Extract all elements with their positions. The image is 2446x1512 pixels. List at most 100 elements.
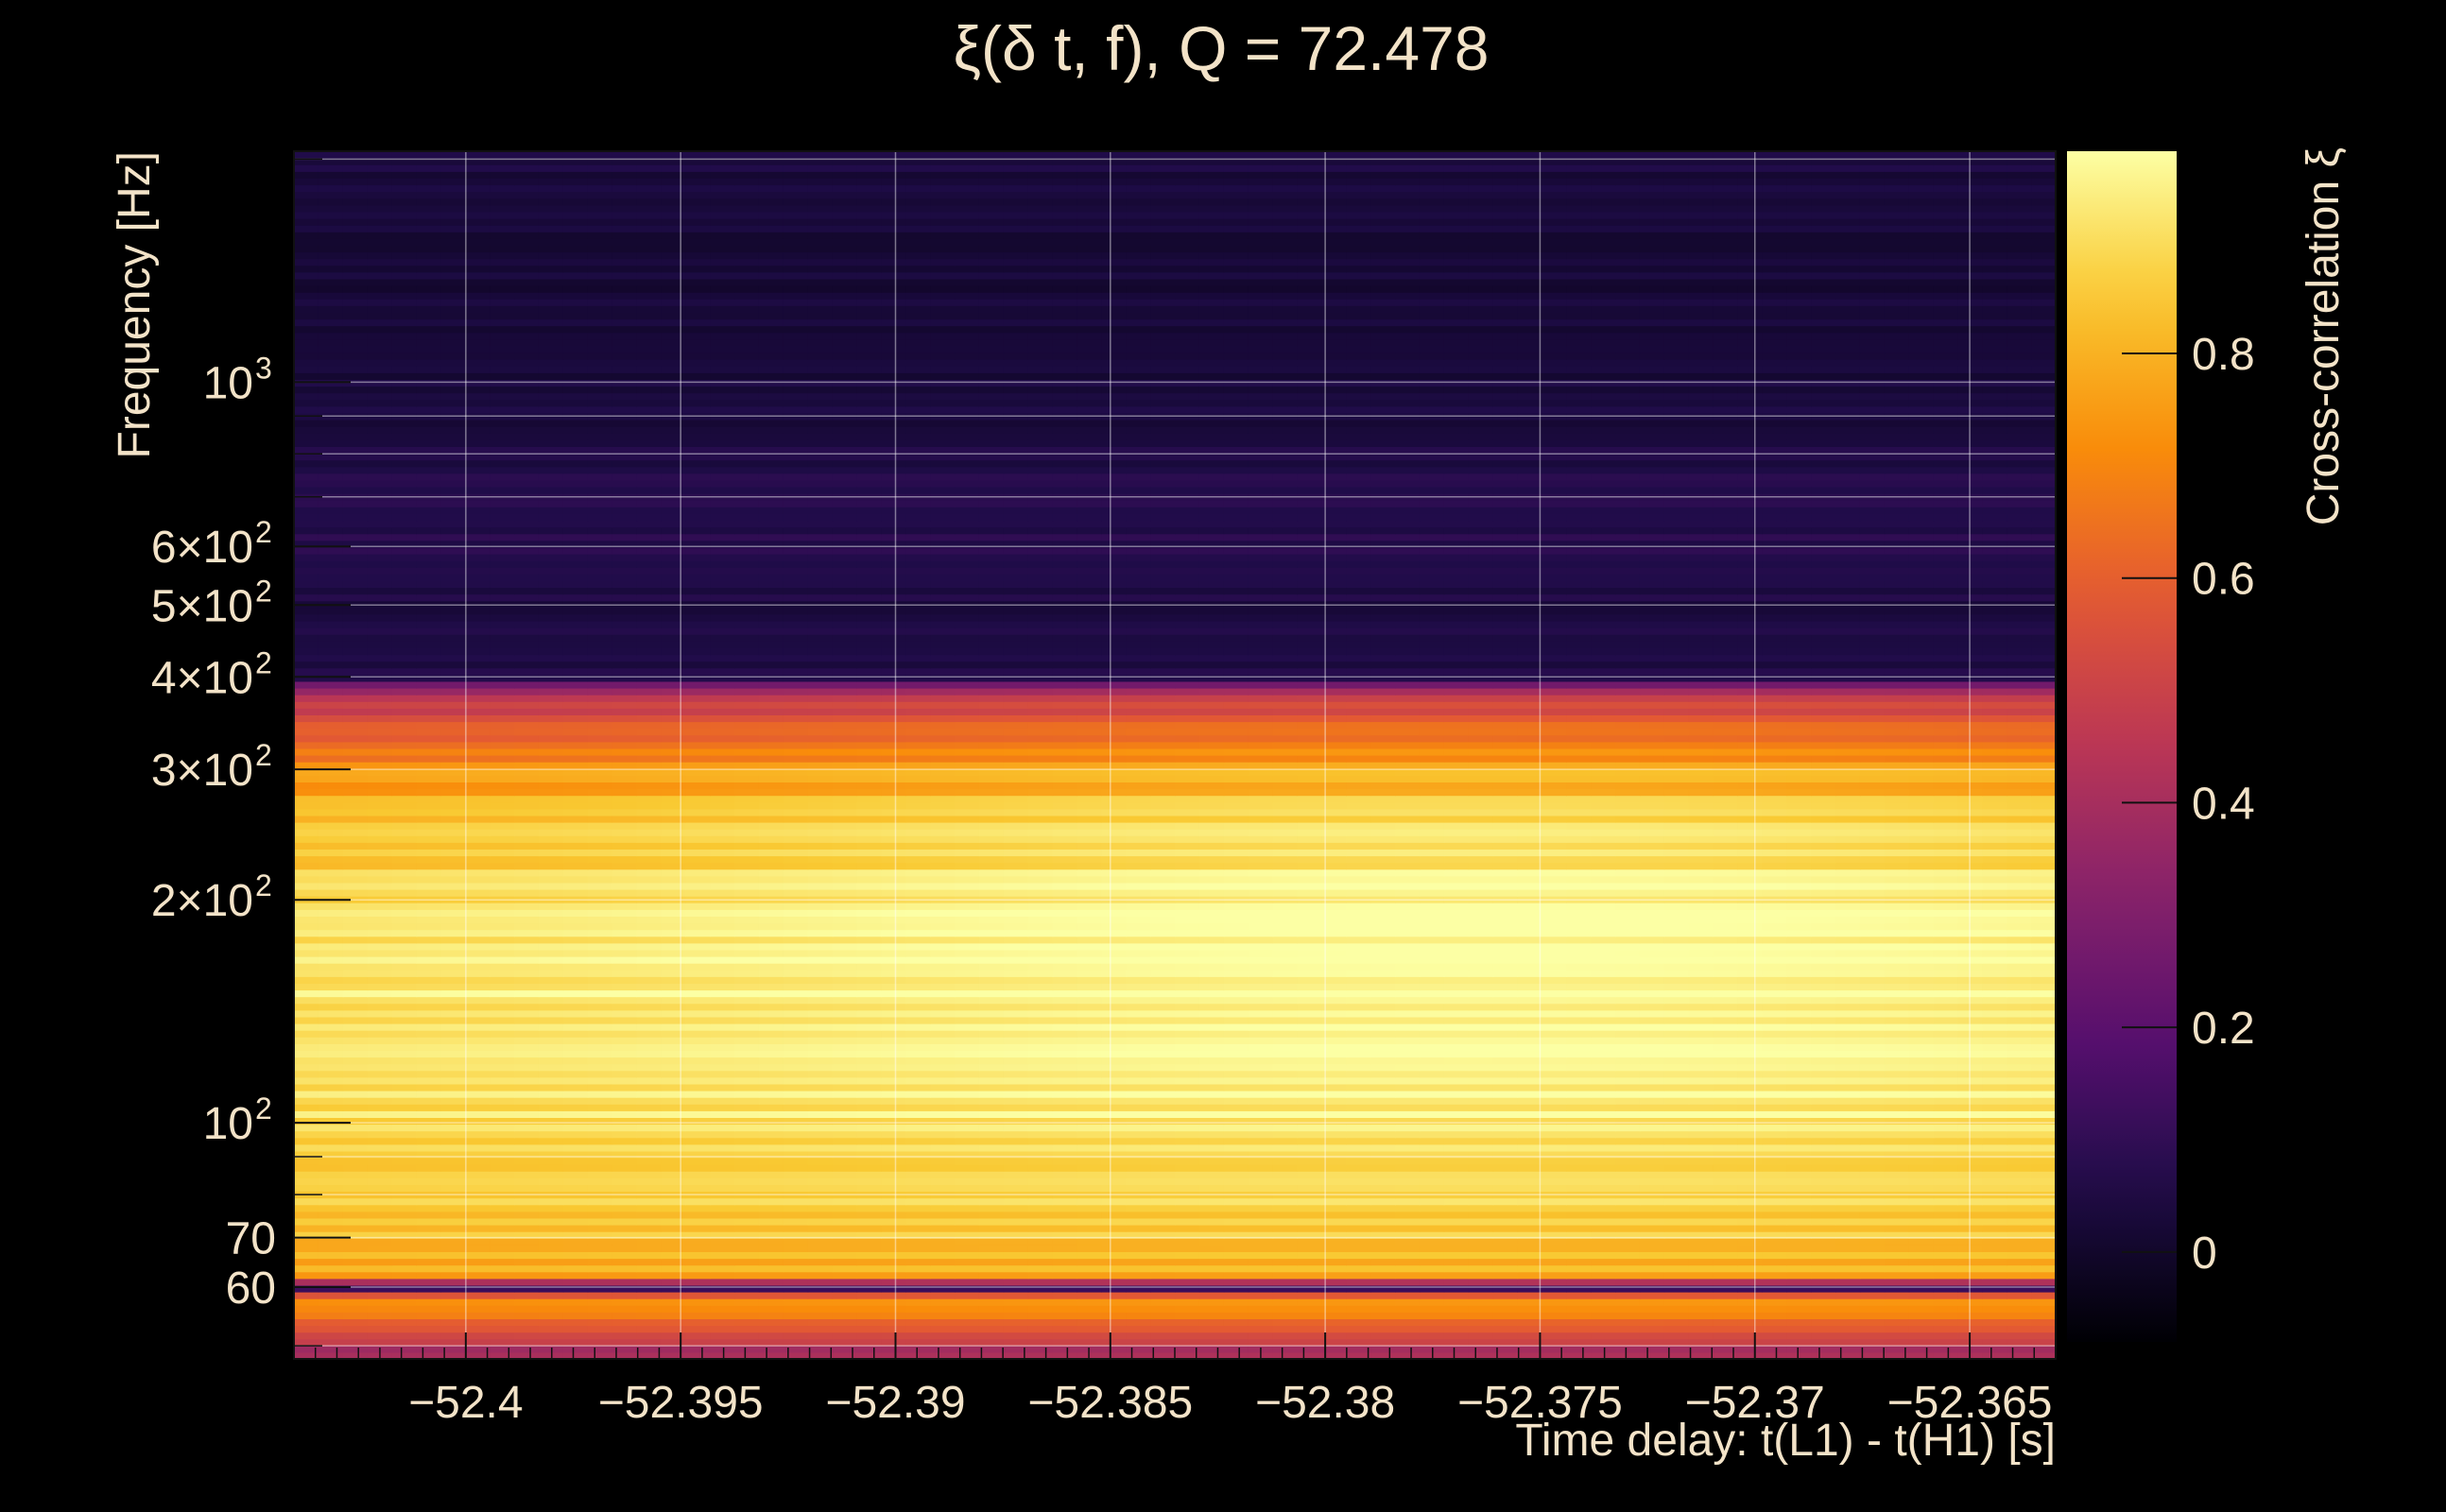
heatmap-cell [1272,1217,1299,1226]
heatmap-cell [562,1298,589,1306]
heatmap-cell [1150,983,1176,991]
heatmap-cell [1982,1143,2007,1152]
heatmap-cell [465,1030,491,1038]
heatmap-cell [562,1217,589,1226]
heatmap-cell [342,1197,369,1206]
heatmap-cell [1150,1104,1176,1111]
heatmap-cell [758,1251,784,1260]
heatmap-cell [930,936,956,944]
heatmap-cell [440,1110,466,1118]
heatmap-cell [1884,1104,1910,1111]
heatmap-cell [661,1191,686,1199]
heatmap-cell [1370,1332,1396,1340]
heatmap-cell [1027,1305,1054,1313]
heatmap-cell [685,929,711,937]
heatmap-cell [2031,1325,2056,1333]
heatmap-cell [1492,1225,1519,1232]
heatmap-cell [1762,1332,1787,1340]
heatmap-cell [1908,936,1935,944]
heatmap-cell [1811,1023,1836,1031]
heatmap-cell [1370,1278,1396,1286]
heatmap-cell [1101,1124,1127,1132]
heatmap-cell [1370,1351,1396,1359]
heatmap-cell [1542,1023,1567,1031]
heatmap-cell [856,1003,882,1011]
heatmap-cell [1223,1351,1249,1359]
heatmap-cell [1566,956,1592,964]
heatmap-cell [1957,1325,1983,1333]
heatmap-cell [1150,1037,1176,1044]
heatmap-cell [490,1043,515,1051]
heatmap-cell [1737,922,1763,931]
heatmap-cell [685,1204,711,1212]
heatmap-cell [1884,1258,1910,1266]
heatmap-cell [612,1003,638,1011]
heatmap-cell [1198,942,1225,951]
heatmap-cell [1346,1023,1371,1031]
heatmap-cell [1835,1158,1861,1165]
heatmap-cell [807,1231,834,1239]
heatmap-cell [930,1305,956,1313]
heatmap-cell [1884,1332,1910,1340]
heatmap-cell [1663,942,1690,951]
heatmap-cell [1517,996,1542,1005]
heatmap-cell [636,1091,662,1098]
heatmap-cell [367,1057,393,1065]
heatmap-cell [1052,902,1078,910]
heatmap-cell [1175,1009,1200,1018]
heatmap-cell [367,1278,393,1286]
heatmap-cell [758,902,784,910]
heatmap-cell [1859,1137,1886,1145]
heatmap-cell [1957,1097,1983,1105]
heatmap-cell [1198,1177,1225,1185]
heatmap-cell [1492,909,1519,917]
heatmap-cell [734,1083,760,1091]
heatmap-cell [587,1016,613,1024]
heatmap-cell [1150,1197,1176,1206]
heatmap-cell [1884,1030,1910,1038]
heatmap-cell [391,970,418,977]
heatmap-cell [538,1211,564,1219]
heatmap-cell [1101,1023,1127,1031]
heatmap-cell [1957,983,1983,991]
heatmap-cell [1321,1231,1347,1239]
heatmap-cell [758,1143,784,1152]
heatmap-cell [881,1325,906,1333]
heatmap-cell [1639,1312,1665,1319]
heatmap-cell [538,1150,564,1159]
heatmap-cell [1591,1258,1616,1266]
heatmap-cell [1468,1251,1494,1260]
heatmap-cell [636,1258,662,1266]
heatmap-cell [1663,1076,1690,1085]
heatmap-cell [1297,1338,1322,1347]
heatmap-cell [710,1164,735,1172]
heatmap-cell [930,1043,956,1051]
heatmap-cell [1272,1057,1299,1065]
heatmap-cell [1908,1137,1935,1145]
heatmap-cell [1639,1225,1665,1232]
heatmap-cell [318,1043,344,1051]
heatmap-cell [1003,1271,1029,1280]
heatmap-cell [1321,1318,1347,1327]
heatmap-cell [1395,1231,1421,1239]
heatmap-cell [758,1137,784,1145]
heatmap-cell [636,1184,662,1193]
heatmap-cell [1468,1117,1494,1125]
heatmap-cell [562,1292,589,1299]
heatmap-cell [514,1318,540,1327]
heatmap-cell [1688,1143,1714,1152]
heatmap-cell [758,1016,784,1024]
heatmap-cell [1713,1231,1739,1239]
heatmap-cell [905,1211,931,1219]
heatmap-cell [1933,1197,1959,1206]
heatmap-cell [1468,1110,1494,1118]
heatmap-cell [1713,1130,1739,1139]
heatmap-cell [1908,1305,1935,1313]
heatmap-cell [538,1171,564,1178]
heatmap-cell [1663,1070,1690,1078]
heatmap-cell [807,970,834,977]
heatmap-cell [1663,996,1690,1005]
heatmap-cell [1933,1037,1959,1044]
heatmap-cell [1982,1271,2007,1280]
heatmap-cell [734,1305,760,1313]
